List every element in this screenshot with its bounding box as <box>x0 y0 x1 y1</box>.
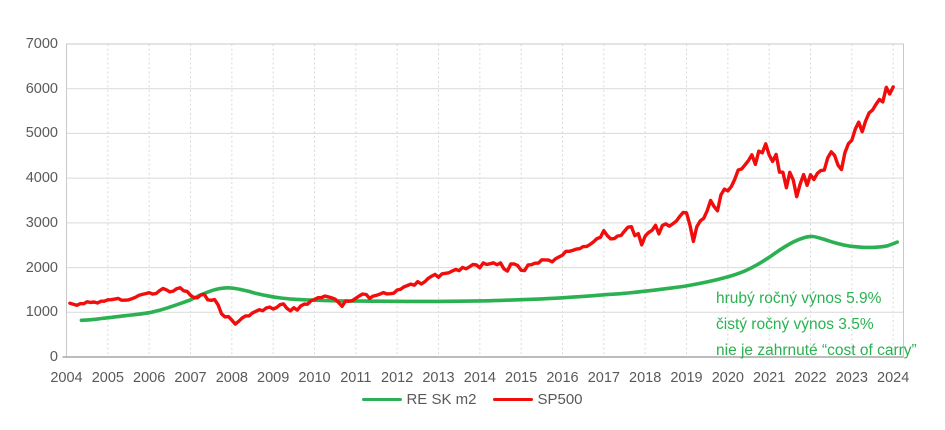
x-tick-label: 2020 <box>711 370 744 386</box>
y-tick-label: 6000 <box>25 80 58 97</box>
annotation-line-1: hrubý ročný výnos 5.9% <box>716 290 882 307</box>
x-tick-label: 2019 <box>670 370 703 386</box>
y-tick-label: 5000 <box>25 125 58 142</box>
series-line-re-sk-m2 <box>79 234 900 323</box>
x-tick-label: 2011 <box>340 370 372 386</box>
annotation-text: hrubý ročný výnos 5.9% čistý ročný výnos… <box>716 286 917 364</box>
chart-legend: RE SK m2 SP500 <box>0 391 945 408</box>
red-line-swatch-icon <box>493 397 534 402</box>
x-tick-label: 2012 <box>381 370 414 386</box>
y-tick-label: 1000 <box>25 304 58 321</box>
x-tick-label: 2017 <box>587 370 620 386</box>
x-tick-label: 2014 <box>463 370 496 386</box>
y-tick-label: 7000 <box>25 36 58 52</box>
y-tick-label: 3000 <box>25 214 58 231</box>
x-tick-label: 2004 <box>50 370 83 386</box>
legend-label-re-sk-m2: RE SK m2 <box>406 391 477 408</box>
x-tick-label: 2008 <box>215 370 248 386</box>
annotation-line-3: nie je zahrnuté “cost of carry” <box>716 342 917 359</box>
y-tick-label: 4000 <box>25 170 58 187</box>
x-tick-label: 2018 <box>629 370 662 386</box>
x-tick-label: 2009 <box>257 370 290 386</box>
legend-item-sp500: SP500 <box>493 391 583 408</box>
x-tick-label: 2022 <box>794 370 827 386</box>
x-tick-label: 2005 <box>91 370 124 386</box>
annotation-line-2: čistý ročný výnos 3.5% <box>716 316 874 333</box>
green-line-swatch-icon <box>362 397 403 402</box>
x-tick-label: 2010 <box>298 370 331 386</box>
series-line-sp500 <box>68 85 895 326</box>
x-tick-label: 2024 <box>877 370 910 386</box>
legend-item-re-sk-m2: RE SK m2 <box>362 391 476 408</box>
y-tick-label: 2000 <box>25 259 58 276</box>
x-tick-label: 2013 <box>422 370 455 386</box>
x-tick-label: 2016 <box>546 370 579 386</box>
y-tick-label: 0 <box>49 349 58 365</box>
x-tick-label: 2023 <box>835 370 868 386</box>
legend-label-sp500: SP500 <box>537 391 583 408</box>
x-tick-label: 2021 <box>753 370 786 386</box>
x-tick-label: 2015 <box>505 370 538 386</box>
x-tick-label: 2007 <box>174 370 207 386</box>
x-tick-label: 2006 <box>133 370 166 386</box>
